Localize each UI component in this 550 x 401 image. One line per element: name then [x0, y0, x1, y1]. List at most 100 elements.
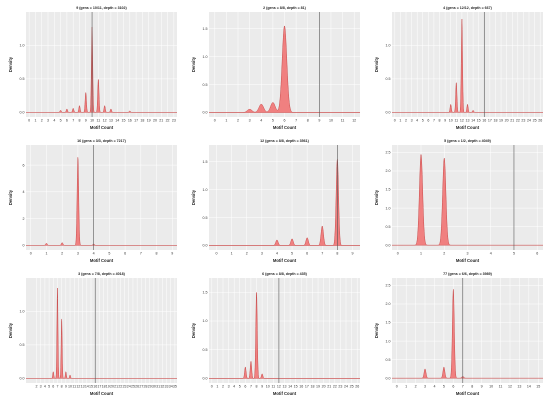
y-axis-label: Density [8, 322, 13, 338]
x-tick-label: 11 [72, 385, 76, 389]
x-tick-label: 3 [411, 119, 413, 123]
x-tick-label: 18 [102, 385, 106, 389]
x-tick-label: 4 [53, 119, 55, 123]
x-tick-label: 5 [443, 385, 445, 389]
x-tick-label: 25 [533, 119, 537, 123]
x-tick-label: 8 [256, 385, 258, 389]
x-tick-label: 1 [216, 385, 218, 389]
x-tick-label: 20 [322, 385, 326, 389]
density-panel: 9 (gens = 10/11, depth = 3102) 0 1 2 3 4 5 6 7 8 9… [6, 4, 181, 132]
density-chart: 4 (gens = 12/12, depth = 667)0 1 2 3 4 5 6 7 8 9 1… [374, 6, 544, 130]
x-tick-label: 12 [352, 119, 356, 123]
x-tick-label: 2 [415, 385, 417, 389]
density-panel: 4 (gens = 12/12, depth = 667) 0 1 2 3 4 5 6 7 8 9 1… [372, 4, 547, 132]
x-tick-label: 26 [355, 385, 359, 389]
x-tick-label: 13 [109, 119, 113, 123]
y-tick-label: 0.0 [203, 377, 208, 381]
x-tick-label: 9 [85, 119, 87, 123]
x-tick-label: 4 [93, 252, 95, 256]
x-tick-label: 21 [327, 385, 331, 389]
x-tick-label: 7 [462, 385, 464, 389]
density-area [391, 19, 544, 113]
x-tick-label: 2 [405, 119, 407, 123]
x-tick-label: 0 [211, 385, 213, 389]
x-tick-label: 1 [34, 119, 36, 123]
x-tick-label: 9 [261, 385, 263, 389]
panel-title: 12 (gens = 8/8, depth = 3561) [260, 139, 310, 143]
x-tick-label: 6 [536, 252, 538, 256]
x-tick-label: 28 [144, 385, 148, 389]
y-tick-label: 1.5 [203, 160, 208, 164]
x-tick-label: 8 [336, 252, 338, 256]
x-tick-label: 12 [460, 119, 464, 123]
x-tick-label: 4 [490, 252, 492, 256]
x-tick-label: 17 [305, 385, 309, 389]
x-tick-label: 10 [329, 119, 333, 123]
x-tick-label: 5 [513, 252, 515, 256]
y-tick-label: 0.5 [203, 348, 208, 352]
x-tick-label: 4 [433, 385, 435, 389]
x-tick-label: 15 [122, 119, 126, 123]
x-tick-label: 2 [222, 385, 224, 389]
x-axis-label: Motif Count [456, 258, 480, 263]
x-tick-label: 17 [134, 119, 138, 123]
x-axis-label: Motif Count [273, 258, 297, 263]
x-tick-label: 6 [244, 385, 246, 389]
density-chart: 12 (gens = 8/8, depth = 3561) 0 1 2 3 4 5 6 7 8 9 0… [191, 139, 361, 263]
x-tick-label: 13 [517, 385, 521, 389]
x-tick-label: 16 [93, 385, 97, 389]
x-tick-label: 15 [89, 385, 93, 389]
x-tick-label: 2 [35, 385, 37, 389]
y-tick-label: 0.5 [386, 358, 391, 362]
y-tick-label: 0.5 [20, 343, 25, 347]
x-tick-label: 24 [527, 119, 531, 123]
panel-title: 3 (gens = 7/8, depth = 4018) [78, 272, 126, 276]
density-panel: 5 (gens = 1/2, depth = 4049) 0 1 2 3 4 5 6 0.0 0.… [372, 137, 547, 265]
y-tick-label: 1.0 [386, 339, 391, 343]
y-tick-label: 6 [23, 163, 25, 167]
x-tick-label: 4 [44, 385, 46, 389]
x-tick-label: 3 [467, 252, 469, 256]
density-area [208, 25, 361, 113]
y-axis-label: Density [374, 189, 379, 205]
panel-title: 6 (gens = 8/8, depth = 435) [262, 272, 308, 276]
panel-title: 2 (gens = 8/8, depth = 81) [263, 6, 307, 10]
x-tick-label: 1 [420, 252, 422, 256]
x-tick-label: 12 [277, 385, 281, 389]
x-tick-label: 3 [424, 385, 426, 389]
x-axis-label: Motif Count [456, 391, 480, 396]
x-tick-label: 0 [214, 119, 216, 123]
y-tick-label: 1.0 [386, 44, 391, 48]
x-tick-label: 13 [466, 119, 470, 123]
x-tick-label: 23 [338, 385, 342, 389]
y-tick-label: 0.0 [20, 111, 25, 115]
y-tick-label: 0.0 [386, 111, 391, 115]
x-tick-label: 6 [306, 252, 308, 256]
x-tick-label: 22 [166, 119, 170, 123]
density-chart: 3 (gens = 7/8, depth = 4018)2 3 4 5 6 7 8 9 10 11… [8, 272, 178, 396]
x-tick-label: 10 [489, 385, 493, 389]
density-chart: 16 (gens = 3/3, depth = 7217) 0 1 2 3 4 5 6 7 8 9 0… [8, 139, 178, 263]
y-axis-label: Density [8, 56, 13, 72]
x-tick-label: 6 [124, 252, 126, 256]
y-tick-label: 1.0 [386, 206, 391, 210]
x-tick-label: 31 [156, 385, 160, 389]
x-tick-label: 0 [30, 252, 32, 256]
x-tick-label: 4 [233, 385, 235, 389]
x-tick-label: 19 [147, 119, 151, 123]
x-tick-label: 7 [295, 119, 297, 123]
x-tick-label: 10 [266, 385, 270, 389]
y-tick-label: 2.5 [386, 284, 391, 288]
y-axis-label: Density [191, 56, 196, 72]
x-tick-label: 10 [449, 119, 453, 123]
x-tick-label: 2 [61, 252, 63, 256]
x-tick-label: 6 [52, 385, 54, 389]
panel-title: 9 (gens = 10/11, depth = 3102) [76, 6, 127, 10]
y-tick-label: 0.5 [386, 225, 391, 229]
x-tick-label: 8 [471, 385, 473, 389]
density-area [391, 289, 544, 379]
x-tick-label: 23 [123, 385, 127, 389]
x-tick-label: 4 [276, 252, 278, 256]
x-tick-label: 24 [344, 385, 348, 389]
